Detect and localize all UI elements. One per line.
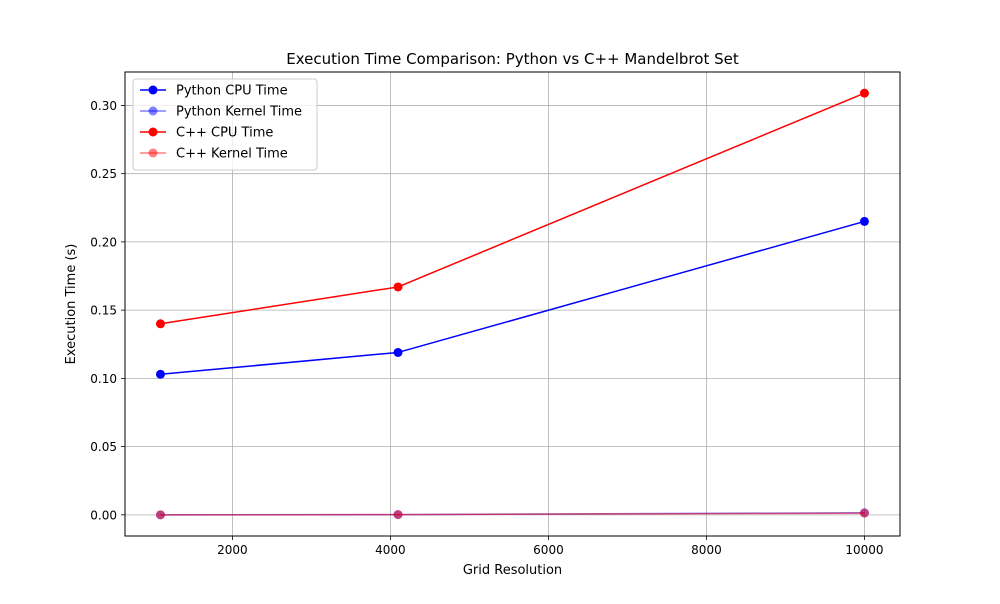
y-tick-label: 0.20 <box>90 235 117 249</box>
legend-label: C++ CPU Time <box>176 126 273 141</box>
legend-marker-swatch <box>148 106 158 116</box>
data-point-cpp-kernel-time <box>393 510 403 520</box>
grid-lines <box>125 72 900 536</box>
data-point-cpp-cpu-time <box>155 319 165 329</box>
y-tick-label: 0.10 <box>90 372 117 386</box>
legend-label: Python Kernel Time <box>176 105 302 120</box>
legend-label: Python CPU Time <box>176 84 288 99</box>
y-tick-label: 0.15 <box>90 304 117 318</box>
x-tick-label: 2000 <box>217 543 248 557</box>
axis-ticks: 2000 4000 6000 8000 10000 0.00 0.05 0.10 0.15 0.2… <box>90 99 883 557</box>
legend-marker-swatch <box>148 148 158 158</box>
y-tick-label: 0.05 <box>90 440 117 454</box>
chart-title: Execution Time Comparison: Python vs C++… <box>286 50 739 68</box>
series-layer <box>155 88 869 520</box>
y-axis-label: Execution Time (s) <box>64 244 79 365</box>
data-point-python-cpu-time <box>393 347 403 357</box>
y-tick-label: 0.30 <box>90 99 117 113</box>
legend-box <box>132 78 318 171</box>
data-point-cpp-kernel-time <box>859 508 869 518</box>
legend-marker-swatch <box>148 127 158 137</box>
data-point-python-cpu-time <box>859 216 869 226</box>
data-point-python-cpu-time <box>155 369 165 379</box>
x-tick-label: 6000 <box>533 543 564 557</box>
x-tick-label: 10000 <box>845 543 883 557</box>
y-tick-label: 0.25 <box>90 167 117 181</box>
y-tick-label: 0.00 <box>90 508 117 522</box>
data-point-cpp-cpu-time <box>859 88 869 98</box>
plot-area-frame <box>124 71 901 537</box>
x-tick-label: 4000 <box>375 543 406 557</box>
legend-marker-swatch <box>148 85 158 95</box>
x-tick-label: 8000 <box>691 543 722 557</box>
x-axis-label: Grid Resolution <box>463 563 562 578</box>
data-point-cpp-cpu-time <box>393 282 403 292</box>
data-point-cpp-kernel-time <box>155 510 165 520</box>
legend-label: C++ Kernel Time <box>176 147 288 162</box>
legend: Python CPU Time Python Kernel Time C++ CPU… <box>132 78 318 171</box>
